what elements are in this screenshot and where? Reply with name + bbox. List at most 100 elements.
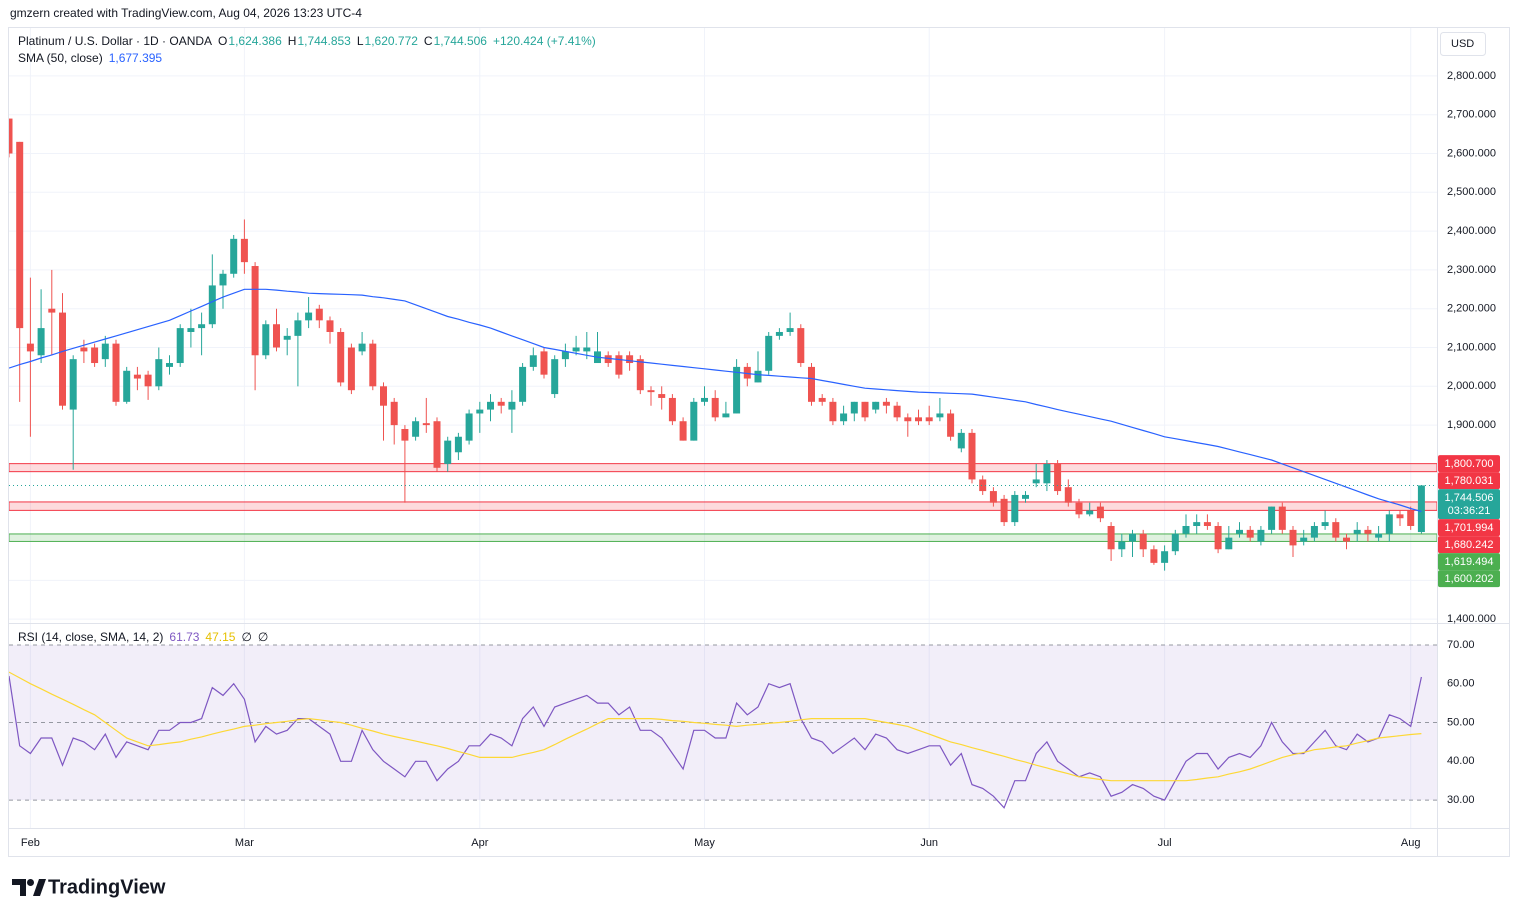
candle-body: [1236, 529, 1243, 534]
candle-body: [626, 355, 634, 364]
candle-body: [1150, 549, 1158, 563]
candle-body: [305, 312, 313, 321]
candle-body: [1268, 506, 1276, 530]
price-tag-label: 1,619.494: [1445, 556, 1494, 568]
candle-body: [198, 324, 206, 329]
candle-body: [1214, 525, 1222, 550]
candle-body: [1096, 506, 1104, 519]
candle-body: [1257, 529, 1265, 542]
candle-body: [551, 359, 559, 395]
x-tick-label: Aug: [1401, 837, 1421, 849]
candle-body: [529, 355, 537, 367]
candle-body: [701, 397, 708, 402]
candle-body: [1321, 522, 1329, 526]
candle-body: [925, 417, 933, 422]
candle-body: [133, 374, 141, 379]
candle-body: [1300, 537, 1308, 542]
candle-body: [1032, 479, 1040, 484]
legend-text: ∅: [241, 630, 251, 644]
candle-body: [444, 440, 452, 464]
sma-line: [9, 288, 1422, 513]
candle-body: [1278, 506, 1286, 530]
zone: [9, 501, 1437, 511]
candle-body: [882, 401, 890, 406]
legend-text: L: [357, 34, 364, 48]
price-tag: [1438, 536, 1500, 554]
candle-body: [968, 432, 976, 480]
overlay: FebMarAprMayJunJulAug1,400.0001,500.0001…: [18, 34, 1500, 849]
candle-body: [390, 401, 398, 426]
candle-body: [647, 390, 655, 393]
candle-body: [208, 285, 216, 325]
candle-body: [9, 118, 13, 154]
candle-body: [369, 343, 377, 387]
candle-body: [487, 401, 494, 410]
candle-body: [476, 409, 484, 414]
candle-body: [690, 401, 698, 441]
rsi-line: [9, 675, 1422, 809]
y-tick-label: 2,300.000: [1447, 264, 1496, 276]
candle-body: [1375, 533, 1383, 538]
legend-text: 61.73: [169, 630, 199, 644]
candle-body: [722, 413, 730, 418]
y-tick-label: 2,100.000: [1447, 341, 1496, 353]
candle-body: [240, 238, 248, 263]
candle-body: [540, 351, 548, 375]
candle-body: [615, 355, 623, 375]
price-tag: [1438, 519, 1500, 537]
candle-body: [112, 343, 120, 402]
candle-body: [412, 421, 420, 437]
legend-text: O: [218, 34, 227, 48]
candle-body: [48, 308, 56, 313]
price-tag: [1438, 553, 1500, 571]
y-tick-label: 2,400.000: [1447, 225, 1496, 237]
candle-body: [326, 320, 334, 332]
candle-body: [187, 328, 195, 332]
candle-body: [401, 428, 409, 441]
candle-body: [808, 366, 815, 402]
candle-body: [497, 401, 505, 406]
currency-box[interactable]: [1440, 32, 1486, 56]
candle-body: [1161, 551, 1169, 563]
candle-body: [604, 355, 612, 364]
rsi-line: [9, 671, 1422, 782]
candle-body: [1407, 510, 1415, 526]
legend-text: 1,624.386: [228, 34, 282, 48]
candle-body: [1332, 522, 1340, 538]
candle-body: [1310, 525, 1318, 538]
candle-body: [947, 413, 955, 437]
candle-body: [519, 366, 527, 402]
candle-body: [1203, 522, 1211, 526]
legend-text: ∅: [258, 630, 268, 644]
zone: [9, 533, 1437, 542]
candle-body: [818, 397, 826, 402]
candle-body: [1075, 502, 1083, 515]
candle-body: [872, 401, 880, 410]
candle-body: [155, 359, 163, 387]
candle-body: [1417, 485, 1425, 533]
candle-body: [915, 417, 922, 422]
price-tag: [1438, 570, 1500, 588]
candle-body: [1118, 541, 1126, 550]
y-tick-label: 60.00: [1447, 678, 1475, 690]
candle-body: [583, 347, 591, 352]
candle-body: [176, 328, 184, 364]
candle-body: [59, 312, 66, 406]
y-tick-label: 30.00: [1447, 794, 1475, 806]
y-tick-label: 1,900.000: [1447, 419, 1496, 431]
y-tick-label: 40.00: [1447, 755, 1475, 767]
candle-body: [262, 324, 270, 356]
candle-body: [1107, 525, 1115, 550]
candle-body: [337, 331, 345, 383]
candle-body: [658, 394, 666, 398]
x-tick-label: Mar: [235, 837, 254, 849]
currency: USD: [1451, 38, 1474, 50]
candle-body: [904, 417, 912, 422]
x-tick-label: Feb: [21, 837, 40, 849]
candle-body: [754, 370, 762, 383]
candle-body: [166, 363, 173, 367]
candle-body: [679, 421, 687, 441]
candle-body: [711, 397, 719, 418]
